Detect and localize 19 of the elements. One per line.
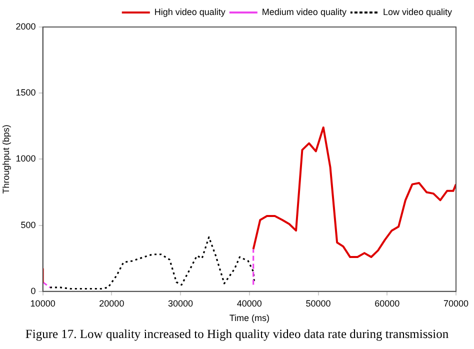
y-tick-label: 2000 xyxy=(16,21,36,32)
y-axis-title: Throughput (bps) xyxy=(0,124,11,194)
caption: Figure 17. Low quality increased to High quality video data rate during transmission xyxy=(24,327,450,342)
x-tick-label: 70000 xyxy=(443,298,469,308)
y-tick-label: 500 xyxy=(20,220,36,230)
line-series xyxy=(49,236,256,290)
x-tick-label: 10000 xyxy=(30,298,56,308)
x-tick-label: 40000 xyxy=(236,298,262,308)
legend-label: Medium video quality xyxy=(262,6,347,17)
y-tick-label: 1000 xyxy=(16,154,36,164)
legend-label: High video quality xyxy=(154,6,226,17)
y-tick-label: 0 xyxy=(30,286,36,296)
legend-label: Low video quality xyxy=(382,6,452,17)
x-tick-label: 30000 xyxy=(168,298,194,308)
x-tick-label: 50000 xyxy=(306,298,331,308)
y-tick-label: 1500 xyxy=(16,88,36,98)
x-tick-label: 20000 xyxy=(99,298,124,308)
x-axis-title: Time (ms) xyxy=(229,313,270,324)
x-tick-label: 60000 xyxy=(374,298,400,308)
